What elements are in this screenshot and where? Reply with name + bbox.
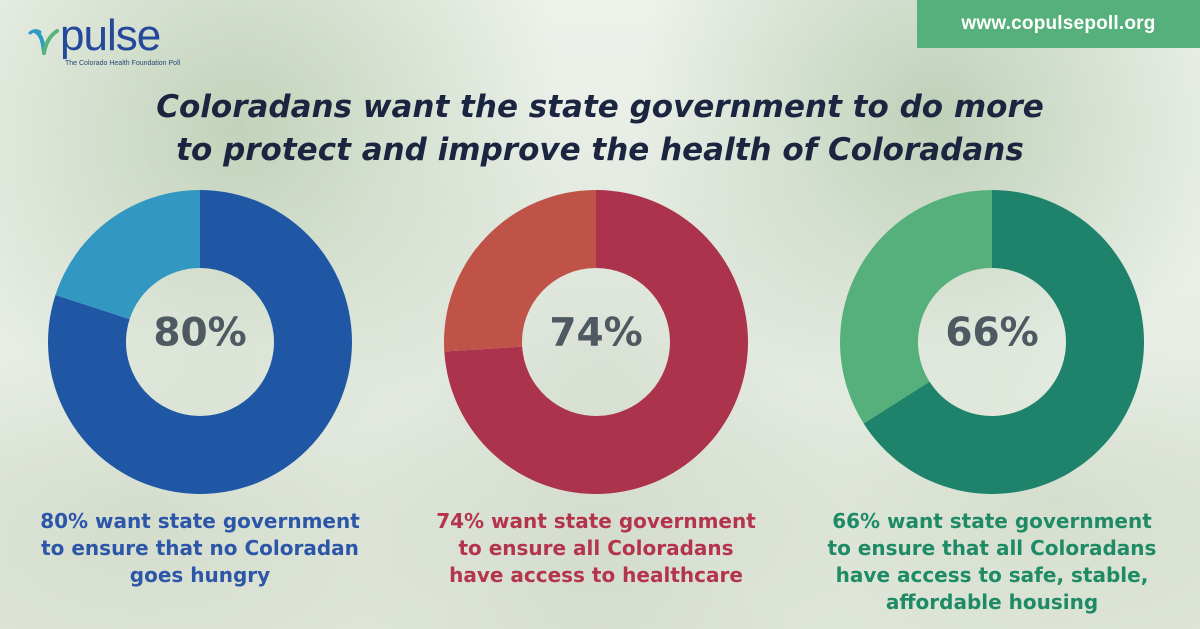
housing-caption-line-3: have access to safe, stable, <box>835 563 1149 587</box>
housing-caption-line-2: to ensure that all Coloradans <box>827 536 1157 560</box>
title-line-2: to protect and improve the health of Col… <box>176 132 1024 168</box>
title-line-1: Coloradans want the state government to … <box>156 89 1044 125</box>
hunger-donut-segments <box>47 190 352 494</box>
hunger-caption-line-1: 80% want state government <box>40 509 360 533</box>
website-url[interactable]: www.copulsepoll.org <box>961 13 1156 34</box>
housing-caption: 66% want state government to ensure that… <box>824 508 1160 616</box>
logo-wordmark: pulse <box>60 11 161 60</box>
hunger-caption: 80% want state government to ensure that… <box>32 508 368 589</box>
pulse-logo: pulse The Colorado Health Foundation Pol… <box>26 14 206 77</box>
healthcare-remainder-slice <box>444 190 596 352</box>
hunger-donut-chart: 80% <box>47 190 352 494</box>
hunger-caption-line-3: goes hungry <box>129 563 271 587</box>
housing-center-label: 66% <box>945 311 1038 356</box>
website-banner[interactable]: www.copulsepoll.org <box>917 0 1200 48</box>
housing-donut-chart: 66% <box>840 190 1144 494</box>
healthcare-caption-line-2: to ensure all Coloradans <box>458 536 734 560</box>
healthcare-donut-chart: 74% <box>444 190 748 494</box>
housing-remainder-slice <box>840 190 992 424</box>
page-title: Coloradans want the state government to … <box>150 86 1050 172</box>
healthcare-center-label: 74% <box>549 311 642 356</box>
logo-subtitle: The Colorado Health Foundation Poll <box>65 60 181 67</box>
healthcare-caption-line-1: 74% want state government <box>436 509 756 533</box>
hunger-remainder-slice <box>55 190 200 320</box>
housing-chart-card: 66% 66% want state government to ensure … <box>828 182 1156 614</box>
healthcare-caption: 74% want state government to ensure all … <box>428 508 764 589</box>
housing-donut-segments <box>840 190 1144 494</box>
healthcare-donut-segments <box>444 190 748 494</box>
healthcare-caption-line-3: have access to healthcare <box>449 563 743 587</box>
hunger-chart-card: 80% 80% want state government to ensure … <box>40 182 360 612</box>
hunger-caption-line-2: to ensure that no Coloradan <box>41 536 359 560</box>
housing-caption-line-4: affordable housing <box>885 590 1099 614</box>
hunger-primary-slice <box>47 190 352 494</box>
leaf-icon <box>28 29 59 55</box>
housing-primary-slice <box>863 190 1144 494</box>
housing-caption-line-1: 66% want state government <box>832 509 1152 533</box>
healthcare-primary-slice <box>444 190 748 494</box>
healthcare-chart-card: 74% 74% want state government to ensure … <box>436 182 756 612</box>
hunger-center-label: 80% <box>153 311 246 356</box>
